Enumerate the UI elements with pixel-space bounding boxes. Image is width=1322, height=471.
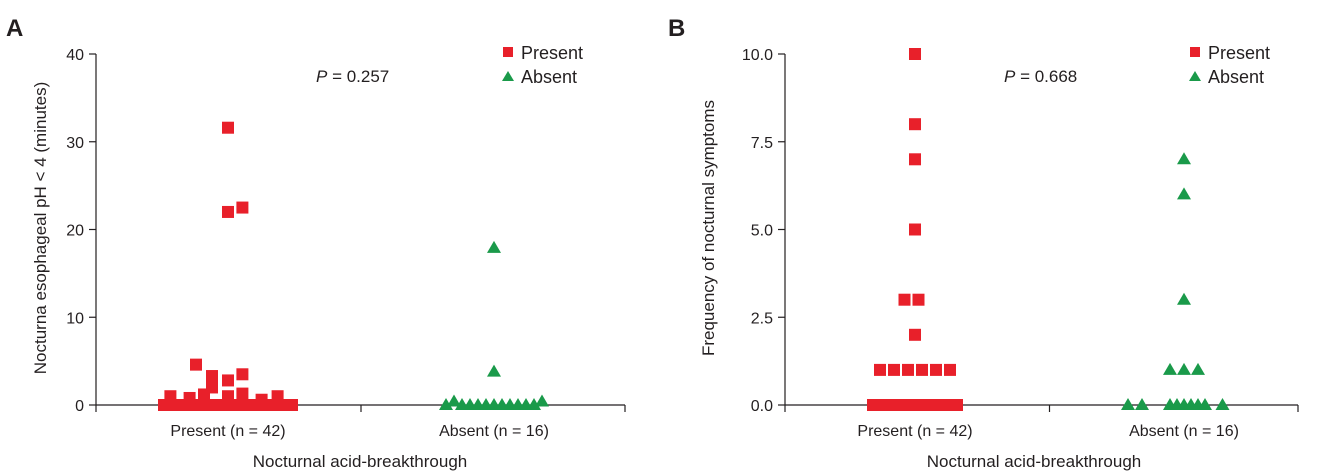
data-point-absent-b (1191, 362, 1205, 375)
data-point-absent-b (1163, 362, 1177, 375)
data-point-absent-a (439, 398, 453, 410)
y-tick-label: 2.5 (751, 310, 773, 327)
data-point-present-b (916, 363, 928, 376)
data-point-present-a (255, 393, 268, 406)
legend-label-present-a: Present (521, 43, 583, 63)
y-tick-label: 40 (66, 47, 84, 64)
data-point-present-b (874, 363, 886, 376)
data-point-present-a (236, 368, 249, 381)
data-point-absent-b (1121, 398, 1135, 410)
data-point-present-a (271, 390, 284, 403)
legend-label-absent-b: Absent (1208, 67, 1264, 87)
legend-marker-present-a (503, 47, 513, 57)
data-point-present-a (236, 201, 249, 214)
panel-a: A Nocturna esophageal pH < 4 (minutes) N… (6, 15, 626, 471)
panel-letter-b: B (668, 15, 685, 42)
plot-area-a: 0 10 20 30 40 Present (n = 42) Absent (n = 16) (66, 47, 626, 440)
data-point-present-b (888, 363, 900, 376)
data-point-absent-b (1177, 187, 1191, 200)
legend-b: Present Absent (1189, 43, 1270, 87)
data-point-absent-b (1135, 398, 1149, 410)
panel-b: B Frequency of nocturnal symptoms Noctur… (668, 15, 1299, 471)
data-point-absent-b (1177, 152, 1191, 165)
data-point-present-a (190, 358, 202, 371)
data-point-present-a (282, 399, 294, 411)
x-tick-label: Present (n = 42) (170, 423, 285, 440)
legend-label-absent-a: Absent (521, 67, 577, 87)
legend-a: Present Absent (502, 43, 583, 87)
data-point-present-a (222, 121, 234, 134)
data-point-present-b (912, 293, 925, 306)
y-tick-label: 30 (66, 135, 84, 152)
data-point-present-a (222, 374, 234, 387)
p-symbol-b: P (1004, 67, 1016, 86)
p-value-text-a: = 0.257 (327, 67, 389, 86)
data-point-absent-a (527, 398, 541, 410)
data-point-present-a (206, 370, 218, 383)
y-tick-label: 7.5 (751, 135, 773, 152)
y-tick-label: 5.0 (751, 223, 773, 240)
data-point-absent-b (1215, 398, 1230, 410)
p-value-a: P = 0.257 (316, 67, 389, 86)
data-point-present-a (206, 381, 218, 394)
data-point-present-b (902, 363, 914, 376)
data-point-present-b (930, 363, 942, 376)
y-tick-label: 20 (66, 223, 84, 240)
x-axis-title-b: Nocturnal acid-breakthrough (927, 452, 1142, 471)
data-point-absent-b (1198, 398, 1212, 410)
data-point-present-b (909, 118, 921, 131)
panel-letter-a: A (6, 15, 23, 42)
data-point-present-b (909, 153, 921, 166)
data-point-absent-a (535, 394, 549, 407)
data-point-present-b (951, 399, 963, 411)
data-point-absent-a (487, 240, 501, 253)
data-point-absent-a (447, 394, 461, 407)
data-point-present-b (909, 48, 921, 60)
y-tick-label: 10.0 (742, 47, 773, 64)
x-tick-label: Absent (n = 16) (439, 423, 549, 440)
p-value-text-b: = 0.668 (1015, 67, 1077, 86)
legend-marker-absent-b (1189, 71, 1201, 81)
x-tick-label: Absent (n = 16) (1129, 423, 1239, 440)
y-tick-label: 0.0 (751, 398, 773, 415)
data-point-present-a (183, 391, 196, 404)
data-point-present-b (898, 293, 911, 306)
data-point-absent-a (487, 364, 501, 377)
legend-marker-present-b (1190, 47, 1200, 57)
p-symbol-a: P (316, 67, 328, 86)
data-point-present-a (164, 390, 177, 403)
data-point-present-b (909, 223, 921, 236)
data-point-present-b (909, 328, 921, 341)
y-axis-title-b: Frequency of nocturnal symptoms (699, 100, 718, 356)
y-tick-label: 0 (75, 398, 84, 415)
x-tick-label: Present (n = 42) (857, 423, 972, 440)
y-tick-label: 10 (66, 310, 84, 327)
data-point-present-a (236, 387, 249, 400)
p-value-b: P = 0.668 (1004, 67, 1077, 86)
data-point-present-b (944, 363, 956, 376)
data-point-present-a (202, 399, 214, 411)
plot-area-b: 0.0 2.5 5.0 7.5 10.0 Present (n = 42) Absent (… (742, 47, 1299, 440)
data-point-present-a (242, 399, 254, 411)
x-axis-title-a: Nocturnal acid-breakthrough (253, 452, 468, 471)
legend-label-present-b: Present (1208, 43, 1270, 63)
data-point-present-a (222, 205, 234, 218)
data-point-absent-b (1177, 292, 1191, 305)
data-point-present-a (222, 390, 234, 403)
y-axis-title-a: Nocturna esophageal pH < 4 (minutes) (31, 82, 50, 374)
legend-marker-absent-a (502, 71, 514, 81)
data-point-absent-b (1177, 362, 1191, 375)
